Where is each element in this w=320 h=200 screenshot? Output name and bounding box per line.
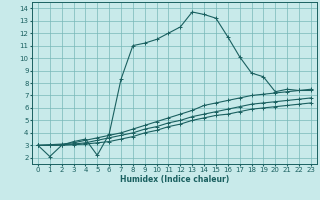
- X-axis label: Humidex (Indice chaleur): Humidex (Indice chaleur): [120, 175, 229, 184]
